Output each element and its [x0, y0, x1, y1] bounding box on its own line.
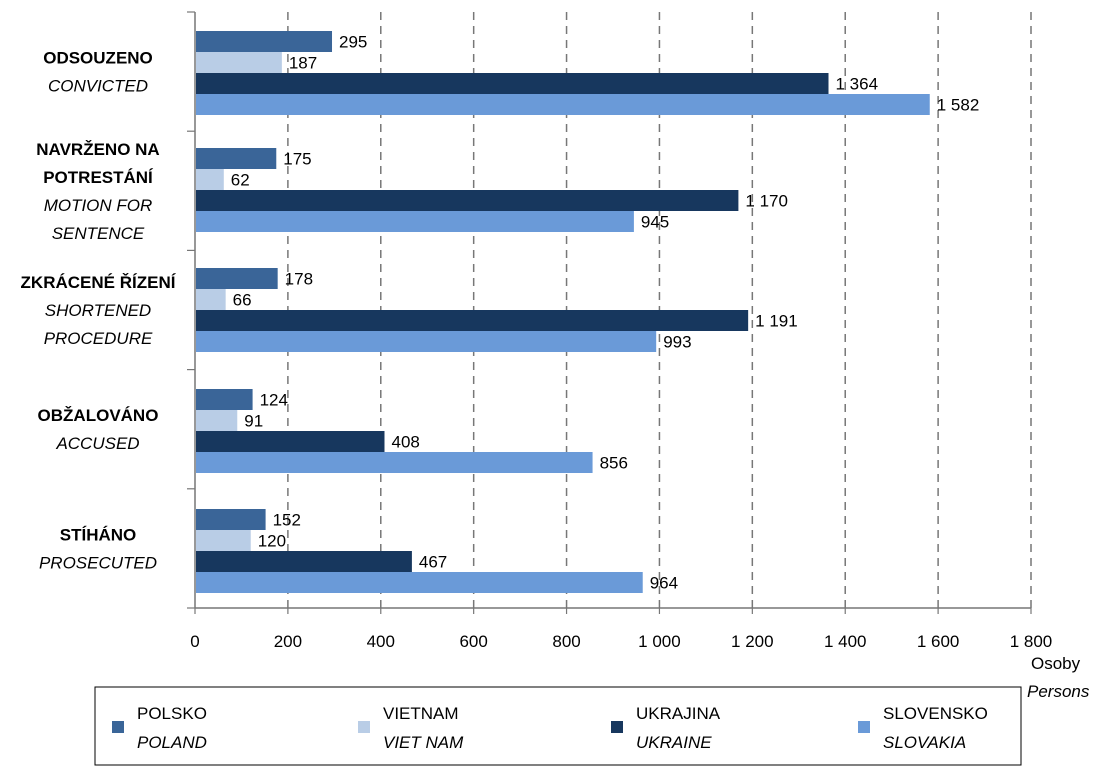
data-label: 1 364 — [836, 75, 879, 94]
data-label: 91 — [244, 412, 263, 431]
x-tick-label: 200 — [274, 632, 302, 651]
bar — [196, 452, 593, 473]
bar — [196, 211, 634, 232]
bar — [196, 389, 253, 410]
category-label: STÍHÁNO — [60, 525, 137, 544]
category-label: ZKRÁCENÉ ŘÍZENÍ — [21, 273, 177, 292]
x-tick-label: 1 000 — [638, 632, 681, 651]
x-axis-unit-label-en: Persons — [1027, 682, 1090, 701]
bar — [196, 190, 739, 211]
x-tick-label: 1 200 — [731, 632, 774, 651]
bar — [196, 31, 333, 52]
data-label: 175 — [283, 150, 311, 169]
data-label: 945 — [641, 213, 669, 232]
data-label: 964 — [650, 574, 678, 593]
x-tick-label: 600 — [459, 632, 487, 651]
data-label: 187 — [289, 54, 317, 73]
category-labels: ODSOUZENO CONVICTED NAVRŽENO NA POTRESTÁNÍ M… — [21, 49, 177, 573]
bar — [196, 431, 385, 452]
data-label: 295 — [339, 33, 367, 52]
category-label: ODSOUZENO — [43, 49, 153, 68]
data-label: 408 — [391, 433, 419, 452]
bar — [196, 410, 238, 431]
data-label: 856 — [600, 454, 628, 473]
bar — [196, 73, 829, 94]
bar — [196, 169, 224, 190]
data-label: 62 — [231, 171, 250, 190]
category-label-en: PROSECUTED — [39, 553, 157, 572]
bar — [196, 310, 749, 331]
legend-label: VIETNAM — [383, 704, 459, 723]
category-label-en: CONVICTED — [48, 77, 148, 96]
bar — [196, 551, 412, 572]
legend-swatch — [358, 721, 370, 733]
bar — [196, 289, 226, 310]
legend-swatch — [611, 721, 623, 733]
legend: POLSKO POLAND VIETNAM VIET NAM UKRAJINA UKRAI… — [94, 686, 1022, 766]
legend-swatch — [858, 721, 870, 733]
bar — [196, 509, 266, 530]
axes — [187, 11, 1032, 614]
x-tick-label: 400 — [367, 632, 395, 651]
bar — [196, 52, 282, 73]
legend-label: SLOVENSKO — [883, 704, 988, 723]
x-tick-labels: 0 200 400 600 800 1 000 1 200 1 400 1 600 1 800 — [190, 632, 1052, 651]
category-label: NAVRŽENO NA — [36, 140, 159, 159]
category-label-en: ACCUSED — [55, 434, 139, 453]
data-label: 178 — [285, 270, 313, 289]
category-label-en: SHORTENED — [45, 301, 151, 320]
x-tick-label: 1 400 — [824, 632, 867, 651]
data-label: 124 — [260, 391, 288, 410]
legend-label: POLSKO — [137, 704, 207, 723]
legend-label: UKRAJINA — [636, 704, 721, 723]
legend-box — [94, 686, 1022, 766]
category-label: OBŽALOVÁNO — [38, 406, 159, 425]
bar — [196, 572, 643, 593]
data-label: 1 582 — [937, 96, 980, 115]
x-tick-label: 800 — [552, 632, 580, 651]
category-label-en: MOTION FOR — [44, 196, 153, 215]
data-label: 152 — [273, 511, 301, 530]
bar — [196, 94, 930, 115]
data-label: 467 — [419, 553, 447, 572]
legend-label-en: UKRAINE — [636, 733, 712, 752]
legend-label-en: POLAND — [137, 733, 207, 752]
bar — [196, 331, 657, 352]
legend-swatch — [112, 721, 124, 733]
data-label: 1 191 — [755, 312, 798, 331]
bar — [196, 530, 251, 551]
x-tick-label: 1 600 — [917, 632, 960, 651]
data-label: 1 170 — [745, 192, 788, 211]
legend-label-en: VIET NAM — [383, 733, 464, 752]
x-tick-label: 1 800 — [1010, 632, 1053, 651]
data-labels: 295 187 1 364 1 582 175 62 1 170 945 178 66 1 191 9… — [231, 33, 980, 593]
category-label-en: SENTENCE — [52, 224, 145, 243]
bars — [196, 31, 930, 593]
x-axis-unit-label: Osoby — [1031, 654, 1081, 673]
x-tick-label: 0 — [190, 632, 199, 651]
bar — [196, 148, 277, 169]
bar — [196, 268, 278, 289]
category-label: POTRESTÁNÍ — [43, 168, 154, 187]
data-label: 120 — [258, 532, 286, 551]
data-label: 993 — [663, 333, 691, 352]
category-label-en: PROCEDURE — [44, 329, 153, 348]
data-label: 66 — [233, 291, 252, 310]
legend-label-en: SLOVAKIA — [883, 733, 966, 752]
